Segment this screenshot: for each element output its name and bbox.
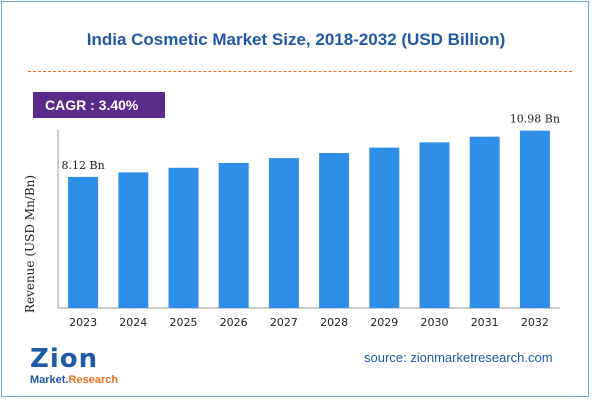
chart-title: India Cosmetic Market Size, 2018-2032 (U… xyxy=(86,30,506,49)
bar-2029 xyxy=(369,147,400,308)
data-label: 8.12 Bn xyxy=(62,159,105,172)
source-text: source: zionmarketresearch.com xyxy=(364,350,553,365)
bars-group xyxy=(68,130,550,308)
tick-labels-group: 2023 2024 2025 2026 2027 2028 2029 2030 2031 2032 xyxy=(69,316,549,329)
bar-2024 xyxy=(118,172,149,308)
x-tick-label: 2031 xyxy=(471,316,499,329)
x-tick-label: 2023 xyxy=(69,316,97,329)
bar-2025 xyxy=(168,167,199,308)
x-tick-label: 2030 xyxy=(421,316,449,329)
bar-2028 xyxy=(319,153,350,308)
bar-2030 xyxy=(419,142,450,308)
title-divider xyxy=(28,71,572,72)
x-tick-label: 2028 xyxy=(320,316,348,329)
x-tick-label: 2027 xyxy=(270,316,298,329)
cagr-badge: CAGR : 3.40% xyxy=(33,92,165,118)
x-tick-label: 2029 xyxy=(370,316,398,329)
data-labels-group: 8.12 Bn 10.98 Bn xyxy=(62,113,560,172)
y-axis-label: Revenue (USD Mn/Bn) xyxy=(23,175,37,313)
bar-2026 xyxy=(218,163,249,308)
bar-2032 xyxy=(519,130,550,308)
zion-logo: Zion Market.Research xyxy=(30,345,130,389)
logo-zion-text: Zion xyxy=(30,344,99,374)
bar-2027 xyxy=(268,158,299,308)
x-tick-label: 2024 xyxy=(119,316,147,329)
data-label: 10.98 Bn xyxy=(510,113,560,126)
x-tick-label: 2032 xyxy=(521,316,549,329)
x-tick-label: 2025 xyxy=(170,316,198,329)
logo-market-research-text: Market.Research xyxy=(30,374,119,386)
bar-2031 xyxy=(469,136,500,308)
bar-2023 xyxy=(68,176,99,308)
x-tick-label: 2026 xyxy=(220,316,248,329)
